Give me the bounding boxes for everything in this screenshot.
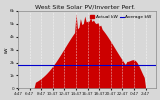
Legend: Actual kW, Average kW: Actual kW, Average kW [88,13,154,21]
Text: West Site Solar PV/Inverter Perf.: West Site Solar PV/Inverter Perf. [35,4,135,9]
Y-axis label: kW: kW [4,46,8,53]
